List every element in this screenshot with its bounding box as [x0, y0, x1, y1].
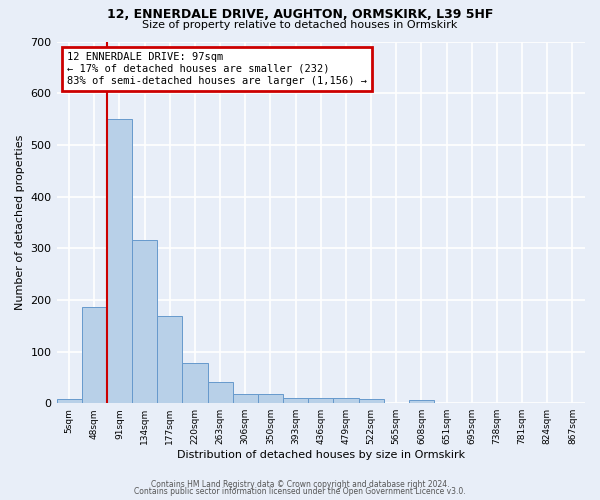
Text: 12 ENNERDALE DRIVE: 97sqm
← 17% of detached houses are smaller (232)
83% of semi: 12 ENNERDALE DRIVE: 97sqm ← 17% of detac… — [67, 52, 367, 86]
Text: 12, ENNERDALE DRIVE, AUGHTON, ORMSKIRK, L39 5HF: 12, ENNERDALE DRIVE, AUGHTON, ORMSKIRK, … — [107, 8, 493, 20]
Bar — [107, 119, 132, 403]
Bar — [82, 306, 107, 403]
Bar — [334, 398, 359, 403]
Text: Size of property relative to detached houses in Ormskirk: Size of property relative to detached ho… — [142, 20, 458, 30]
Y-axis label: Number of detached properties: Number of detached properties — [15, 134, 25, 310]
X-axis label: Distribution of detached houses by size in Ormskirk: Distribution of detached houses by size … — [177, 450, 465, 460]
Bar — [359, 399, 383, 403]
Bar — [409, 400, 434, 403]
Bar — [157, 316, 182, 403]
Text: Contains public sector information licensed under the Open Government Licence v3: Contains public sector information licen… — [134, 487, 466, 496]
Bar — [283, 398, 308, 403]
Bar — [132, 240, 157, 403]
Bar — [233, 394, 258, 403]
Bar — [56, 399, 82, 403]
Bar — [208, 382, 233, 403]
Text: Contains HM Land Registry data © Crown copyright and database right 2024.: Contains HM Land Registry data © Crown c… — [151, 480, 449, 489]
Bar — [258, 394, 283, 403]
Bar — [182, 364, 208, 403]
Bar — [308, 398, 334, 403]
